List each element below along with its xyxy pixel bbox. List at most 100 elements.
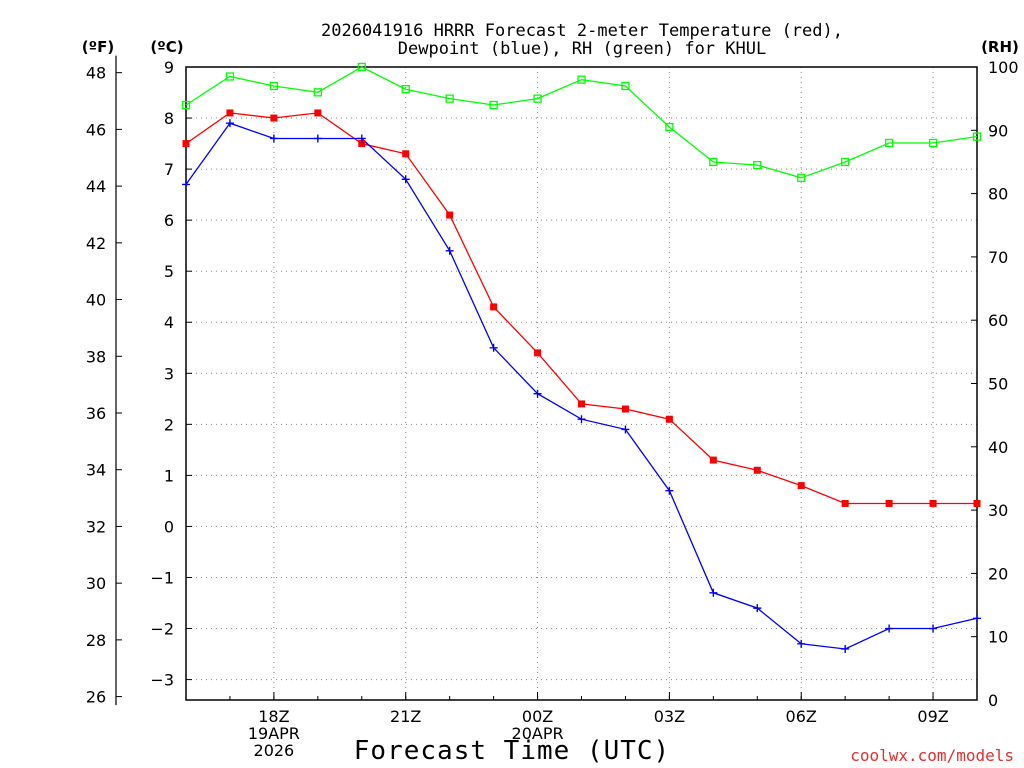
rh-tick-label: 90 (988, 121, 1008, 140)
dewpoint-point (577, 415, 586, 424)
rh-point (357, 62, 366, 72)
x-tick-label: 06Z (786, 707, 817, 726)
dewpoint-point (885, 624, 894, 633)
temperature-point (621, 405, 629, 413)
rh-tick-label: 40 (988, 438, 1008, 457)
credit-link[interactable]: coolwx.com/models (850, 746, 1014, 765)
temperature-point (973, 499, 981, 507)
rh-point (709, 157, 718, 167)
celsius-tick-label: −1 (150, 568, 174, 587)
dewpoint-point (973, 614, 981, 623)
dewpoint-point (797, 639, 806, 648)
rh-point (841, 157, 850, 167)
dewpoint-point (533, 389, 542, 398)
x-tick-label: 21Z (390, 707, 421, 726)
x-tick-label: 19APR (248, 724, 300, 743)
rh-tick-label: 10 (988, 628, 1008, 647)
dewpoint-point (841, 644, 850, 653)
fahrenheit-tick-label: 48 (86, 64, 106, 83)
temperature-point (929, 499, 937, 507)
rh-point (445, 94, 454, 103)
rh-tick-label: 100 (988, 58, 1019, 77)
y-axis-fahrenheit-label: (ºF) (82, 38, 114, 56)
x-tick-label: 03Z (654, 707, 685, 726)
rh-point (313, 88, 322, 97)
rh-point (533, 94, 542, 103)
rh-point (972, 132, 982, 141)
x-tick-label: 00Z (522, 707, 553, 726)
dewpoint-point (269, 134, 278, 143)
chart-title-line1: 2026041916 HRRR Forecast 2-meter Tempera… (321, 21, 843, 41)
temperature-point (490, 303, 498, 311)
rh-point (797, 173, 806, 182)
dewpoint-point (929, 624, 938, 633)
rh-point (621, 81, 630, 91)
x-tick-label: 2026 (254, 741, 295, 760)
temperature-point (358, 140, 366, 148)
rh-point (269, 81, 279, 91)
axes (115, 55, 978, 706)
series-line-temperature (185, 112, 977, 505)
dewpoint-point (489, 343, 498, 352)
rh-tick-label: 0 (988, 691, 998, 710)
celsius-tick-label: 1 (164, 466, 174, 485)
series-lines (185, 66, 978, 650)
celsius-tick-label: −2 (150, 620, 174, 639)
celsius-tick-label: 2 (164, 415, 174, 434)
x-tick-label: 09Z (917, 707, 948, 726)
rh-point (753, 160, 762, 170)
rh-point (884, 138, 894, 148)
dewpoint-point (709, 588, 718, 597)
celsius-tick-label: 9 (164, 58, 174, 77)
celsius-tick-label: 4 (164, 313, 174, 332)
temperature-point (885, 499, 893, 507)
tick-labels: 262830323436384042444648−3−2−10123456789… (86, 58, 1019, 760)
rh-tick-label: 70 (988, 248, 1008, 267)
fahrenheit-tick-label: 44 (86, 177, 106, 196)
fahrenheit-tick-label: 28 (86, 631, 106, 650)
dewpoint-point (313, 134, 322, 143)
fahrenheit-tick-label: 38 (86, 347, 106, 366)
temperature-point (314, 109, 322, 117)
temperature-point (270, 114, 278, 122)
celsius-tick-label: 0 (164, 517, 174, 536)
temperature-point (841, 499, 849, 507)
rh-tick-label: 30 (988, 501, 1008, 520)
rh-point (181, 100, 191, 110)
rh-point (577, 75, 586, 84)
series-markers (181, 62, 982, 653)
celsius-tick-label: −3 (150, 671, 174, 690)
temperature-point (534, 349, 542, 357)
temperature-point (182, 140, 190, 148)
fahrenheit-tick-label: 26 (86, 688, 106, 707)
temperature-point (402, 150, 410, 158)
rh-tick-label: 60 (988, 311, 1008, 330)
series-line-dewpoint (185, 122, 978, 650)
x-tick-label: 18Z (258, 707, 289, 726)
rh-point (225, 72, 235, 81)
grid-lines (186, 67, 977, 700)
temperature-point (665, 415, 673, 423)
fahrenheit-tick-label: 34 (86, 461, 106, 480)
dewpoint-point (445, 246, 454, 255)
temperature-point (226, 109, 234, 117)
temperature-point (797, 482, 805, 490)
fahrenheit-tick-label: 30 (86, 574, 106, 593)
dewpoint-point (621, 425, 630, 434)
dewpoint-point (225, 119, 234, 128)
fahrenheit-tick-label: 32 (86, 517, 106, 536)
celsius-tick-label: 7 (164, 160, 174, 179)
rh-tick-label: 50 (988, 375, 1008, 394)
plot-frame (185, 66, 978, 701)
x-tick-label: 20APR (512, 724, 564, 743)
celsius-tick-label: 5 (164, 262, 174, 281)
fahrenheit-tick-label: 42 (86, 234, 106, 253)
celsius-tick-label: 6 (164, 211, 174, 230)
fahrenheit-tick-label: 36 (86, 404, 106, 423)
celsius-tick-label: 3 (164, 364, 174, 383)
dewpoint-point (182, 180, 190, 189)
temperature-point (578, 400, 585, 408)
temperature-point (709, 456, 717, 464)
rh-point (928, 138, 938, 148)
